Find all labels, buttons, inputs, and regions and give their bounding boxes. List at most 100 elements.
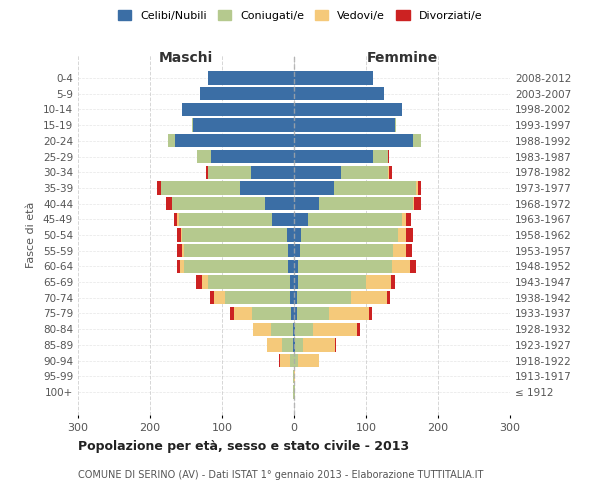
Bar bbox=[290, 354, 294, 367]
Bar bbox=[200, 87, 294, 101]
Bar bbox=[351, 291, 387, 304]
Bar bbox=[391, 276, 395, 289]
Bar bbox=[202, 276, 208, 289]
Bar bbox=[240, 181, 294, 194]
Bar bbox=[253, 322, 271, 336]
Bar bbox=[294, 197, 319, 210]
Bar bbox=[161, 181, 240, 194]
Bar bbox=[251, 307, 291, 320]
Bar bbox=[181, 228, 182, 241]
Bar bbox=[388, 150, 389, 163]
Bar bbox=[193, 118, 294, 132]
Bar bbox=[180, 260, 184, 273]
Bar bbox=[211, 150, 294, 163]
Bar bbox=[208, 166, 251, 179]
Bar bbox=[225, 291, 290, 304]
Y-axis label: Fasce di età: Fasce di età bbox=[26, 202, 36, 268]
Bar bbox=[294, 103, 402, 116]
Bar bbox=[313, 322, 356, 336]
Bar bbox=[279, 354, 280, 367]
Bar bbox=[294, 354, 298, 367]
Bar bbox=[214, 291, 225, 304]
Bar bbox=[341, 166, 388, 179]
Bar bbox=[290, 276, 294, 289]
Bar bbox=[294, 338, 295, 351]
Bar bbox=[166, 197, 172, 210]
Bar bbox=[392, 260, 410, 273]
Bar bbox=[176, 260, 180, 273]
Bar bbox=[175, 134, 294, 147]
Bar bbox=[176, 244, 182, 258]
Bar bbox=[294, 150, 373, 163]
Bar bbox=[297, 291, 351, 304]
Bar bbox=[369, 307, 373, 320]
Bar bbox=[300, 244, 394, 258]
Bar bbox=[182, 244, 184, 258]
Bar bbox=[402, 212, 406, 226]
Bar bbox=[251, 166, 294, 179]
Bar bbox=[294, 276, 298, 289]
Bar bbox=[294, 244, 300, 258]
Bar bbox=[294, 134, 413, 147]
Bar bbox=[395, 118, 396, 132]
Bar bbox=[294, 72, 373, 85]
Bar bbox=[414, 197, 421, 210]
Bar bbox=[294, 291, 297, 304]
Bar bbox=[298, 276, 366, 289]
Bar bbox=[294, 307, 297, 320]
Bar bbox=[174, 212, 178, 226]
Bar bbox=[192, 118, 193, 132]
Bar bbox=[208, 276, 290, 289]
Bar bbox=[297, 307, 329, 320]
Bar bbox=[294, 386, 295, 398]
Bar bbox=[182, 228, 287, 241]
Bar bbox=[291, 307, 294, 320]
Bar bbox=[387, 291, 391, 304]
Bar bbox=[178, 228, 181, 241]
Bar bbox=[294, 260, 298, 273]
Bar bbox=[230, 307, 233, 320]
Text: Femmine: Femmine bbox=[367, 52, 437, 66]
Bar bbox=[413, 134, 421, 147]
Bar bbox=[294, 228, 301, 241]
Bar bbox=[302, 338, 335, 351]
Bar bbox=[406, 228, 413, 241]
Bar bbox=[182, 103, 294, 116]
Bar bbox=[293, 386, 294, 398]
Bar bbox=[178, 212, 179, 226]
Bar bbox=[301, 228, 398, 241]
Bar bbox=[298, 354, 319, 367]
Text: Popolazione per età, sesso e stato civile - 2013: Popolazione per età, sesso e stato civil… bbox=[78, 440, 409, 453]
Bar bbox=[293, 338, 294, 351]
Bar bbox=[268, 338, 282, 351]
Bar bbox=[196, 276, 202, 289]
Bar bbox=[294, 370, 295, 383]
Bar bbox=[319, 197, 413, 210]
Bar bbox=[294, 166, 341, 179]
Bar bbox=[366, 276, 391, 289]
Bar bbox=[406, 244, 412, 258]
Bar bbox=[265, 197, 294, 210]
Text: COMUNE DI SERINO (AV) - Dati ISTAT 1° gennaio 2013 - Elaborazione TUTTITALIA.IT: COMUNE DI SERINO (AV) - Dati ISTAT 1° ge… bbox=[78, 470, 484, 480]
Bar bbox=[211, 291, 214, 304]
Legend: Celibi/Nubili, Coniugati/e, Vedovi/e, Divorziati/e: Celibi/Nubili, Coniugati/e, Vedovi/e, Di… bbox=[113, 6, 487, 25]
Bar bbox=[184, 244, 288, 258]
Bar bbox=[334, 181, 416, 194]
Bar bbox=[373, 150, 388, 163]
Bar bbox=[329, 307, 369, 320]
Bar bbox=[293, 370, 294, 383]
Bar bbox=[295, 338, 302, 351]
Bar bbox=[288, 260, 294, 273]
Bar bbox=[172, 197, 265, 210]
Bar bbox=[271, 322, 293, 336]
Bar bbox=[335, 338, 337, 351]
Bar bbox=[356, 322, 360, 336]
Bar bbox=[388, 166, 389, 179]
Bar bbox=[168, 134, 175, 147]
Bar bbox=[290, 291, 294, 304]
Bar bbox=[418, 181, 421, 194]
Bar bbox=[413, 197, 414, 210]
Bar bbox=[184, 260, 288, 273]
Bar bbox=[206, 166, 208, 179]
Bar bbox=[295, 322, 313, 336]
